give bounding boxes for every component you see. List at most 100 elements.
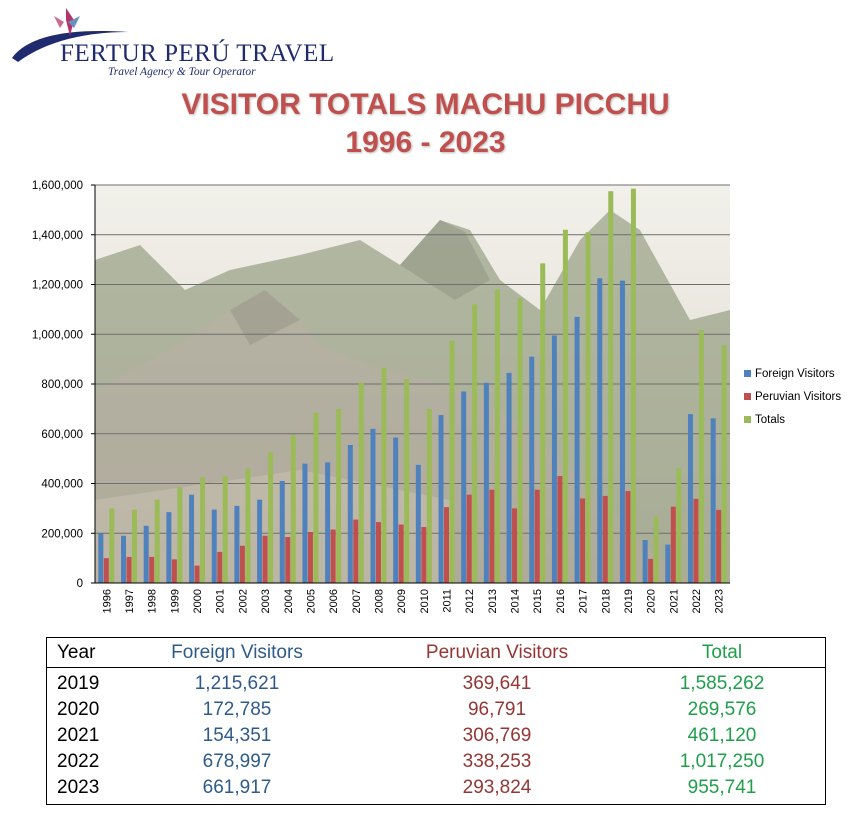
cell-peruvian: 338,253 [462,751,532,772]
foreign-visitors-bar [415,464,421,583]
x-tick-label: 1999 [169,589,181,613]
cell-foreign: 661,917 [202,777,272,798]
legend-foreign-visitors-swatch [744,370,751,377]
peruvian-visitors-bar [670,506,676,583]
cell-year: 2023 [57,777,100,798]
cell-peruvian: 306,769 [462,725,532,746]
peruvian-visitors-bar [149,556,155,583]
y-tick-label: 0 [77,578,83,590]
totals-bar [154,499,160,583]
bars-group [98,188,727,583]
x-tick-label: 2000 [192,589,204,613]
x-tick-label: 2021 [668,589,680,613]
x-tick-label: 2005 [305,589,317,613]
x-tick-label: 2004 [283,589,295,613]
cell-foreign: 1,215,621 [194,673,280,694]
x-tick-label: 2007 [351,589,363,613]
foreign-visitors-bar [211,509,217,583]
header-divider [47,667,825,668]
x-tick-label: 1996 [101,589,113,613]
foreign-visitors-bar [98,533,104,583]
chart-legend: Foreign Visitors Peruvian Visitors Totals [744,368,841,426]
x-tick-label: 2011 [442,589,454,613]
x-tick-label: 2010 [419,589,431,613]
x-tick-label: 2023 [714,589,726,613]
foreign-visitors-bar [619,280,625,583]
y-tick-label: 600,000 [41,429,83,441]
totals-bar [494,289,500,583]
foreign-visitors-bar [642,540,648,583]
visitor-table: Year Foreign Visitors Peruvian Visitors … [46,637,826,805]
legend-foreign-visitors-label: Foreign Visitors [755,368,835,380]
x-tick-label: 1998 [147,589,159,613]
totals-bar [222,476,228,583]
x-tick-label: 2014 [510,589,522,613]
peruvian-visitors-bar [625,491,631,583]
company-logo: FERTUR PERÚ TRAVEL Travel Agency & Tour … [8,6,334,78]
totals-bar [177,487,183,583]
totals-bar [404,379,410,583]
header-peruvian: Peruvian Visitors [425,642,569,663]
x-tick-label: 1997 [124,589,136,613]
cell-total: 1,585,262 [679,673,765,694]
cell-year: 2020 [57,699,100,720]
peruvian-visitors-bar [534,489,540,583]
foreign-visitors-bar [370,428,376,583]
table-row: 2020 172,785 96,791 269,576 [47,699,825,725]
header-foreign: Foreign Visitors [171,642,303,663]
cell-foreign: 154,351 [202,725,272,746]
foreign-visitors-bar [597,278,603,583]
x-tick-label: 2016 [555,589,567,613]
foreign-visitors-bar [257,499,263,583]
foreign-visitors-bar [166,512,172,583]
y-tick-label: 1,000,000 [32,329,83,341]
totals-bar [313,412,319,583]
foreign-visitors-bar [302,463,308,583]
logo-name: FERTUR PERÚ TRAVEL [60,40,335,67]
chart-title: VISITOR TOTALS MACHU PICCHU [181,88,670,121]
totals-bar [109,508,115,583]
peruvian-visitors-bar [466,494,472,583]
totals-bar [676,468,682,583]
totals-bar [336,408,342,583]
foreign-visitors-bar [279,481,285,583]
peruvian-visitors-bar [307,532,313,583]
totals-bar [132,509,138,583]
header-total: Total [701,642,743,663]
totals-bar [290,434,296,583]
cell-year: 2019 [57,673,100,694]
cell-peruvian: 96,791 [467,699,527,720]
totals-bar [472,304,478,583]
cell-total: 955,741 [687,777,757,798]
peruvian-visitors-bar [716,509,722,583]
x-tick-label: 2002 [237,589,249,613]
x-tick-label: 2017 [578,589,590,613]
totals-bar [268,452,274,583]
foreign-visitors-bar [710,418,716,583]
x-tick-label: 2008 [373,589,385,613]
peruvian-visitors-bar [285,536,291,583]
foreign-visitors-bar [347,444,353,583]
logo-swoosh-icon [12,8,128,62]
totals-bar [721,345,727,583]
logo-tagline: Travel Agency & Tour Operator [108,66,256,78]
peruvian-visitors-bar [330,529,336,583]
foreign-visitors-bar [687,414,693,583]
totals-bar [245,468,251,583]
table-row: 2021 154,351 306,769 461,120 [47,725,825,751]
foreign-visitors-bar [461,391,467,583]
table-row: 2023 661,917 293,824 955,741 [47,777,825,803]
peruvian-visitors-bar [126,556,132,583]
cell-year: 2022 [57,751,100,772]
table-row: 2019 1,215,621 369,641 1,585,262 [47,673,825,699]
table-header-row: Year Foreign Visitors Peruvian Visitors … [47,642,825,668]
totals-bar [426,408,432,583]
x-axis-ticks: 1996 1997 1998 1999 2000 2001 2002 2003 2004 2005… [101,589,725,613]
cell-total: 269,576 [687,699,757,720]
foreign-visitors-bar [551,335,557,583]
foreign-visitors-bar [393,437,399,583]
peruvian-visitors-bar [648,558,654,583]
x-tick-label: 2015 [532,589,544,613]
y-tick-label: 400,000 [41,479,83,491]
totals-bar [608,191,614,583]
